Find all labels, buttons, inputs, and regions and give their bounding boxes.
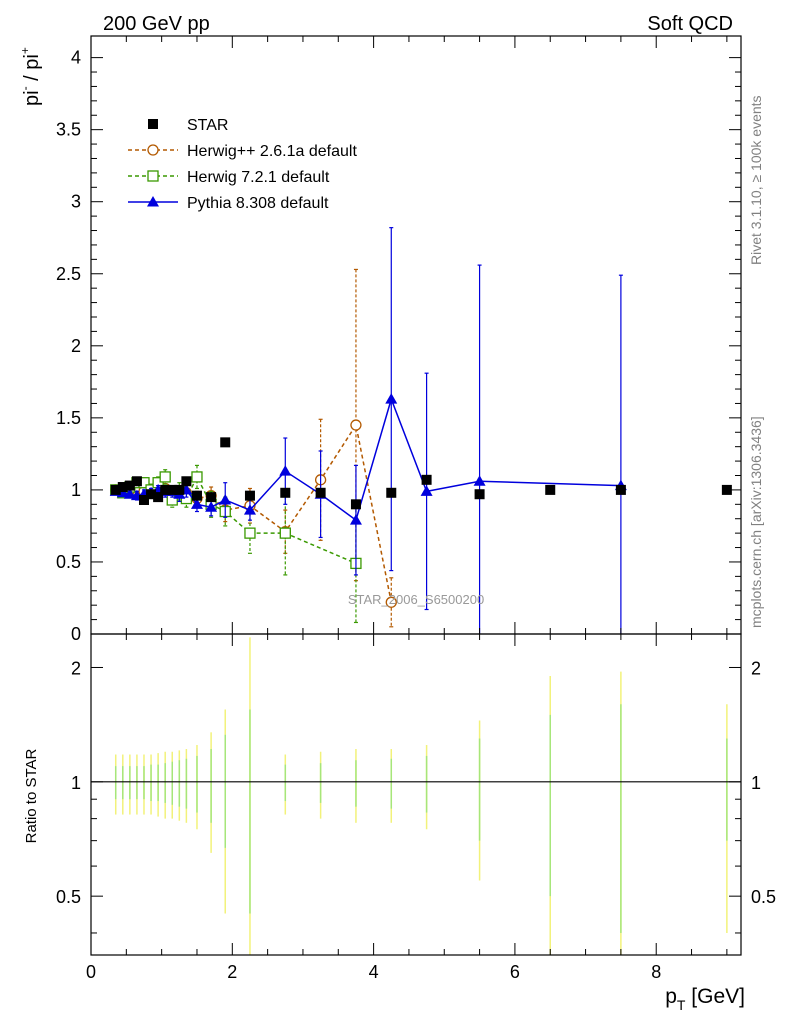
x-axis-label: pT [GeV] <box>665 985 745 1013</box>
y-tick-label: 4 <box>71 48 81 68</box>
legend-label: Herwig 7.2.1 default <box>187 169 330 186</box>
data-point <box>131 476 142 487</box>
ratio-y-tick-label-left: 0.5 <box>56 887 81 907</box>
data-point <box>153 492 164 503</box>
y-tick-label: 0 <box>71 624 81 644</box>
data-point <box>206 492 217 503</box>
data-point <box>220 437 231 448</box>
y-tick-label: 2 <box>71 336 81 356</box>
legend: STAR Herwig++ 2.6.1a default Herwig 7.2.1 … <box>128 117 357 212</box>
data-point <box>205 501 218 512</box>
rivet-version-label: Rivet 3.1.10, ≥ 100k events <box>748 95 764 265</box>
ratio-y-tick-label-left: 1 <box>71 773 81 793</box>
main-y-axis-label: pi- / pi+ <box>18 47 43 106</box>
x-label-base: p <box>665 985 677 1008</box>
data-point <box>315 487 326 498</box>
data-point <box>146 489 157 500</box>
ratio-y-tick-label-right: 2 <box>751 658 761 678</box>
data-point <box>474 489 485 500</box>
data-point <box>160 484 171 495</box>
y-tick-label: 0.5 <box>56 552 81 572</box>
legend-label: Pythia 8.308 default <box>187 195 329 212</box>
data-point <box>190 498 203 509</box>
legend-label: Herwig++ 2.6.1a default <box>187 143 357 160</box>
data-point <box>545 484 556 495</box>
x-tick-label: 2 <box>227 962 237 982</box>
y-label-base-num: pi <box>21 90 43 106</box>
ratio-y-axis-label: Ratio to STAR <box>23 748 40 843</box>
y-label-base-den: pi <box>21 54 43 70</box>
legend-marker <box>148 119 158 129</box>
legend-marker <box>147 170 159 182</box>
x-tick-label: 6 <box>510 962 520 982</box>
mcplots-label: mcplots.cern.ch [arXiv:1306.3436] <box>748 416 764 628</box>
data-point <box>244 490 255 501</box>
data-point <box>219 493 232 505</box>
data-point <box>279 527 291 539</box>
ratio-plot-frame <box>90 633 742 956</box>
data-point <box>191 490 202 501</box>
data-point <box>615 484 626 495</box>
data-point <box>167 484 178 495</box>
data-point <box>279 465 292 476</box>
x-label-sub: T <box>677 997 686 1013</box>
y-label-sup-den: + <box>18 47 32 54</box>
x-tick-label: 0 <box>86 962 96 982</box>
data-point <box>159 471 171 483</box>
data-point <box>244 527 256 539</box>
legend-marker <box>147 144 159 156</box>
data-point <box>123 488 136 499</box>
data-point <box>421 474 432 485</box>
analysis-watermark: STAR_2006_S6500200 <box>348 592 484 607</box>
x-tick-label: 4 <box>369 962 379 982</box>
data-point <box>350 419 362 431</box>
y-tick-label: 1.5 <box>56 408 81 428</box>
x-tick-label: 8 <box>651 962 661 982</box>
data-point <box>110 484 121 495</box>
data-point <box>350 499 361 510</box>
data-point <box>386 487 397 498</box>
data-point <box>385 596 397 608</box>
x-label-unit: [GeV] <box>691 985 745 1008</box>
ratio-y-tick-label-right: 1 <box>751 773 761 793</box>
data-point <box>138 494 149 505</box>
y-tick-label: 1 <box>71 480 81 500</box>
header-right-label: Soft QCD <box>647 13 733 35</box>
y-tick-label: 2.5 <box>56 264 81 284</box>
ratio-y-tick-label-right: 0.5 <box>751 887 776 907</box>
data-point <box>721 484 732 495</box>
data-point <box>473 475 486 486</box>
data-point <box>420 485 433 496</box>
data-point <box>191 471 203 483</box>
data-point <box>280 487 291 498</box>
legend-marker <box>147 196 159 207</box>
data-point <box>243 504 256 515</box>
data-point <box>181 476 192 487</box>
data-point <box>124 480 135 491</box>
data-point <box>117 482 128 493</box>
data-point <box>385 393 398 404</box>
data-point <box>174 484 185 495</box>
ratio-y-tick-label-left: 2 <box>71 658 81 678</box>
legend-label: STAR <box>187 117 228 134</box>
y-tick-label: 3.5 <box>56 120 81 140</box>
y-tick-label: 3 <box>71 192 81 212</box>
data-point <box>349 514 362 525</box>
y-label-sup-num: - <box>18 86 32 90</box>
header-left-label: 200 GeV pp <box>103 13 210 35</box>
